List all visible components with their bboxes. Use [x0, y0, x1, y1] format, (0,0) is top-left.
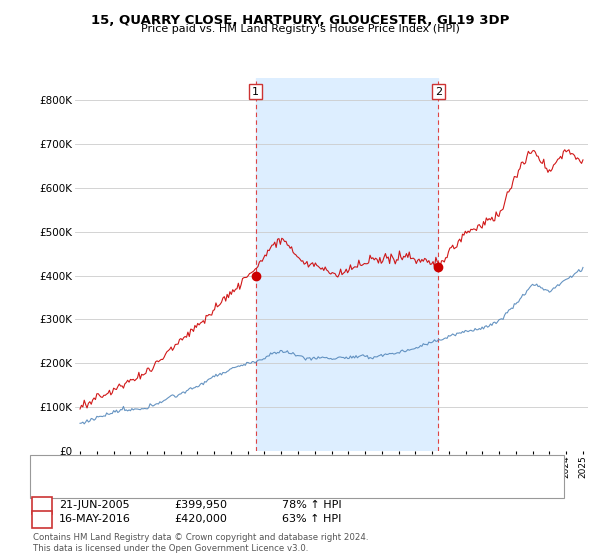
Text: 2: 2 — [435, 87, 442, 96]
Text: Contains HM Land Registry data © Crown copyright and database right 2024.
This d: Contains HM Land Registry data © Crown c… — [33, 533, 368, 553]
Bar — [256, 78, 438, 451]
Text: HPI: Average price, detached house, Forest of Dean: HPI: Average price, detached house, Fore… — [77, 475, 329, 485]
Text: £420,000: £420,000 — [174, 514, 227, 524]
Text: £399,950: £399,950 — [174, 500, 227, 510]
Text: 21-JUN-2005: 21-JUN-2005 — [59, 500, 130, 510]
Text: 1: 1 — [38, 500, 46, 510]
Text: 16-MAY-2016: 16-MAY-2016 — [59, 514, 131, 524]
Text: 1: 1 — [252, 87, 259, 96]
Text: 15, QUARRY CLOSE, HARTPURY, GLOUCESTER, GL19 3DP: 15, QUARRY CLOSE, HARTPURY, GLOUCESTER, … — [91, 14, 509, 27]
Text: 15, QUARRY CLOSE, HARTPURY, GLOUCESTER, GL19 3DP (detached house): 15, QUARRY CLOSE, HARTPURY, GLOUCESTER, … — [77, 461, 443, 471]
Text: 2: 2 — [38, 514, 46, 524]
Text: 78% ↑ HPI: 78% ↑ HPI — [282, 500, 341, 510]
Text: Price paid vs. HM Land Registry's House Price Index (HPI): Price paid vs. HM Land Registry's House … — [140, 24, 460, 34]
Text: 63% ↑ HPI: 63% ↑ HPI — [282, 514, 341, 524]
